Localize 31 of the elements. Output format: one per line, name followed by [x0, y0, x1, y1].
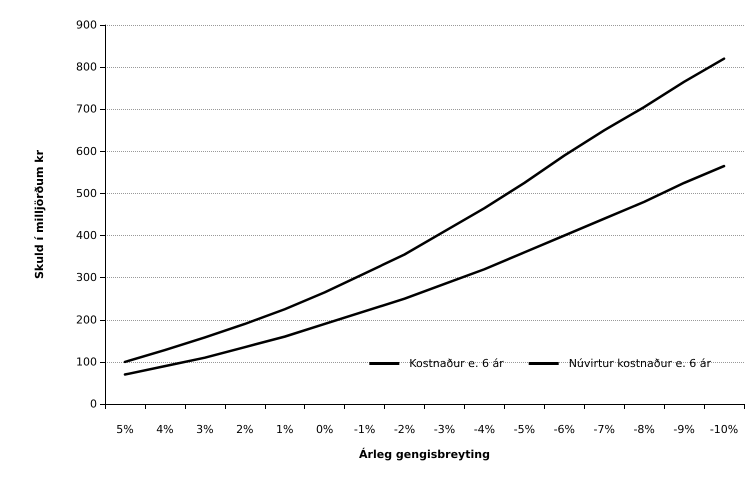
x-tick-label: 1% [276, 423, 294, 436]
x-axis-title: Árleg gengisbreyting [359, 447, 490, 461]
x-tick-label: -3% [434, 423, 456, 436]
y-tick-label: 800 [76, 60, 97, 74]
x-tick-label: -7% [594, 423, 615, 436]
x-tick-label: 4% [156, 423, 174, 436]
y-tick-label: 100 [76, 355, 97, 368]
y-tick-label: 600 [76, 144, 97, 158]
x-tick-label: -10% [710, 423, 738, 436]
x-tick-label: -5% [514, 423, 536, 436]
x-tick-label: -9% [673, 423, 695, 436]
x-tick-label: -2% [394, 423, 416, 436]
x-tick-label: 2% [236, 423, 254, 436]
x-tick-label: -6% [554, 423, 575, 436]
x-tick-label: -8% [633, 423, 655, 436]
line-series [124, 164, 726, 376]
y-tick-label: 700 [76, 102, 97, 116]
legend-label: Kostnaður e. 6 ár [409, 357, 504, 370]
y-tick-label: 0 [90, 398, 97, 410]
legend-label: Núvirtur kostnaður e. 6 ár [568, 357, 712, 370]
x-tick-label: 3% [196, 423, 214, 436]
x-tick-label: -1% [354, 423, 376, 436]
y-tick-label: 400 [76, 229, 97, 242]
y-tick-label: 200 [76, 313, 97, 326]
x-tick-label: 0% [316, 423, 334, 436]
y-tick-label: 500 [76, 186, 97, 200]
x-tick-label: 5% [116, 423, 134, 436]
y-axis-title: Skuld í milljörðum kr [33, 149, 46, 280]
y-tick-label: 300 [76, 271, 97, 284]
y-tick-label: 900 [76, 18, 97, 32]
x-tick-label: -4% [474, 423, 496, 436]
